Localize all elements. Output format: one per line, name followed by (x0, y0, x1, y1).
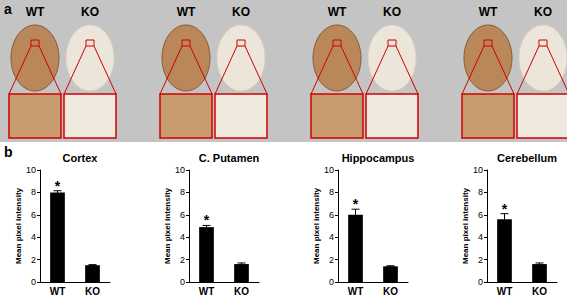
svg-text:0: 0 (478, 277, 483, 287)
svg-text:Cerebellum: Cerebellum (497, 152, 557, 164)
svg-text:KO: KO (383, 286, 398, 297)
svg-text:6: 6 (329, 210, 334, 220)
svg-text:8: 8 (329, 187, 334, 197)
svg-text:*: * (502, 201, 508, 217)
svg-text:WT: WT (177, 5, 196, 19)
svg-text:Mean pixel intensity: Mean pixel intensity (312, 187, 321, 264)
svg-text:WT: WT (50, 286, 66, 297)
svg-text:6: 6 (478, 210, 483, 220)
svg-text:WT: WT (328, 5, 347, 19)
svg-text:8: 8 (478, 187, 483, 197)
svg-text:0: 0 (180, 277, 185, 287)
svg-text:KO: KO (234, 286, 249, 297)
svg-text:WT: WT (479, 5, 498, 19)
svg-text:Cortex: Cortex (63, 152, 99, 164)
svg-text:10: 10 (473, 165, 483, 175)
svg-text:KO: KO (85, 286, 100, 297)
svg-text:0: 0 (31, 277, 36, 287)
svg-text:KO: KO (532, 286, 547, 297)
svg-text:KO: KO (383, 5, 401, 19)
svg-text:2: 2 (329, 255, 334, 265)
svg-text:WT: WT (26, 5, 45, 19)
svg-text:4: 4 (180, 232, 185, 242)
svg-text:WT: WT (348, 286, 364, 297)
svg-text:4: 4 (31, 232, 36, 242)
svg-text:*: * (55, 178, 61, 194)
svg-text:2: 2 (180, 255, 185, 265)
svg-text:10: 10 (175, 165, 185, 175)
svg-text:KO: KO (81, 5, 99, 19)
svg-text:6: 6 (31, 210, 36, 220)
svg-text:0: 0 (329, 277, 334, 287)
svg-text:KO: KO (232, 5, 250, 19)
svg-text:Hippocampus: Hippocampus (342, 152, 415, 164)
svg-text:8: 8 (180, 187, 185, 197)
svg-text:C. Putamen: C. Putamen (199, 152, 260, 164)
svg-text:WT: WT (497, 286, 513, 297)
svg-text:2: 2 (31, 255, 36, 265)
svg-text:10: 10 (324, 165, 334, 175)
svg-text:4: 4 (329, 232, 334, 242)
svg-text:b: b (4, 144, 13, 160)
svg-text:8: 8 (31, 187, 36, 197)
svg-text:Mean pixel intensity: Mean pixel intensity (163, 187, 172, 264)
svg-text:*: * (204, 212, 210, 228)
svg-text:KO: KO (534, 5, 552, 19)
svg-text:Mean pixel intensity: Mean pixel intensity (461, 187, 470, 264)
svg-text:WT: WT (199, 286, 215, 297)
svg-text:6: 6 (180, 210, 185, 220)
svg-text:*: * (353, 196, 359, 212)
svg-text:2: 2 (478, 255, 483, 265)
svg-text:4: 4 (478, 232, 483, 242)
svg-text:10: 10 (26, 165, 36, 175)
svg-text:a: a (4, 1, 12, 17)
svg-text:Mean pixel intensity: Mean pixel intensity (14, 187, 23, 264)
